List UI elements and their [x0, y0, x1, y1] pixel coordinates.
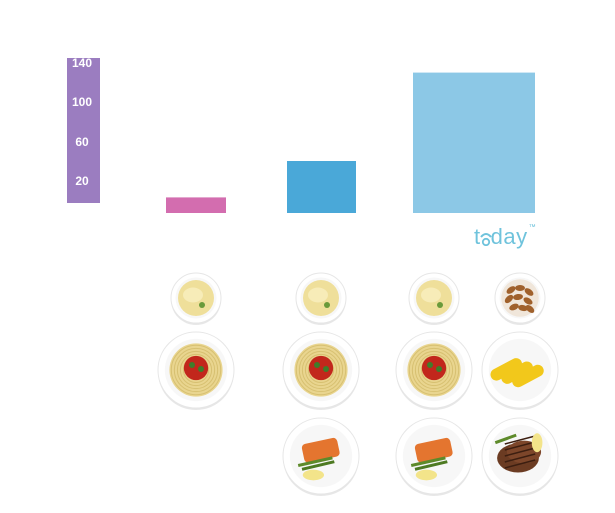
corn-icon — [478, 328, 562, 417]
spaghetti-icon — [154, 328, 238, 417]
mashed-potatoes-icon — [167, 269, 225, 332]
y-tick-label: 140 — [72, 56, 92, 70]
bar — [413, 72, 535, 213]
bar-chart: 20 60 100 140 — [67, 56, 535, 213]
axis-bar — [67, 58, 100, 203]
bar — [287, 161, 356, 213]
today-logo: t day™ — [474, 224, 537, 249]
mashed-potatoes-icon — [405, 269, 463, 332]
bar — [166, 197, 226, 213]
almonds-icon — [491, 269, 549, 332]
salmon-asparagus-icon — [392, 414, 476, 503]
y-tick-label: 60 — [75, 135, 89, 149]
y-tick-label: 100 — [72, 95, 92, 109]
y-tick-label: 20 — [75, 174, 89, 188]
spaghetti-icon — [392, 328, 476, 417]
steak-asparagus-icon — [478, 414, 562, 503]
salmon-asparagus-icon — [279, 414, 363, 503]
spaghetti-icon — [279, 328, 363, 417]
mashed-potatoes-icon — [292, 269, 350, 332]
